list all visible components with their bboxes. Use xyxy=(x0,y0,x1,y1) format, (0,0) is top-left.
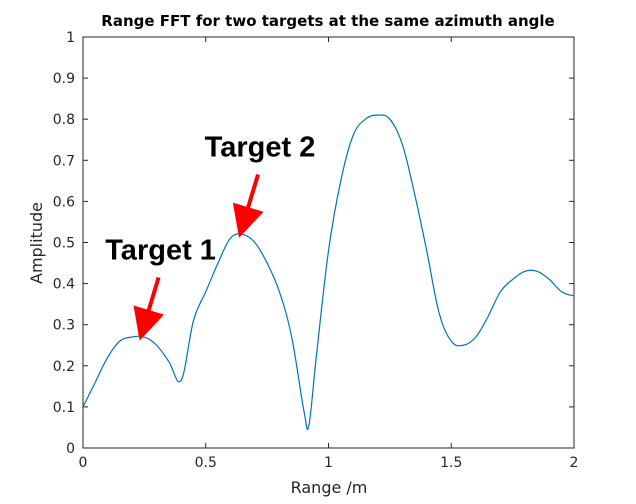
y-tick-label: 0.9 xyxy=(53,71,75,87)
x-axis-label: Range /m xyxy=(291,478,368,497)
annotation-arrow-2 xyxy=(232,174,264,238)
chart-title: Range FFT for two targets at the same az… xyxy=(101,12,554,30)
x-tick-label: 0.5 xyxy=(195,455,217,471)
x-tick-label: 1.5 xyxy=(440,455,462,471)
y-tick-label: 0.7 xyxy=(53,153,75,169)
amplitude-series-line xyxy=(82,114,575,431)
x-tick-label: 2 xyxy=(570,455,579,471)
y-tick-label: 0.8 xyxy=(53,112,75,128)
x-tick-label: 0 xyxy=(79,455,88,471)
x-tick-label: 1 xyxy=(324,455,333,471)
y-tick-label: 1 xyxy=(66,30,75,46)
y-axis-label: Amplitude xyxy=(27,202,46,284)
y-tick-label: 0.4 xyxy=(53,277,75,293)
y-tick-label: 0.6 xyxy=(53,194,75,210)
y-tick-label: 0.1 xyxy=(53,400,75,416)
plot-area xyxy=(82,36,575,449)
annotation-label-2: Target 2 xyxy=(205,132,316,164)
x-axis-ticks: 0 0.5 1 1.5 2 xyxy=(79,37,579,471)
y-tick-label: 0.5 xyxy=(53,236,75,252)
y-axis-ticks: 0 0.1 0.2 0.3 0.4 0.5 0.6 0.7 0.8 0.9 1 xyxy=(53,30,574,457)
y-tick-label: 0.3 xyxy=(53,318,75,334)
y-tick-label: 0 xyxy=(66,441,75,457)
annotations: Target 1 Target 2 xyxy=(105,132,316,341)
y-tick-label: 0.2 xyxy=(53,359,75,375)
annotation-arrow-1 xyxy=(133,276,165,341)
annotation-label-1: Target 1 xyxy=(105,234,216,266)
